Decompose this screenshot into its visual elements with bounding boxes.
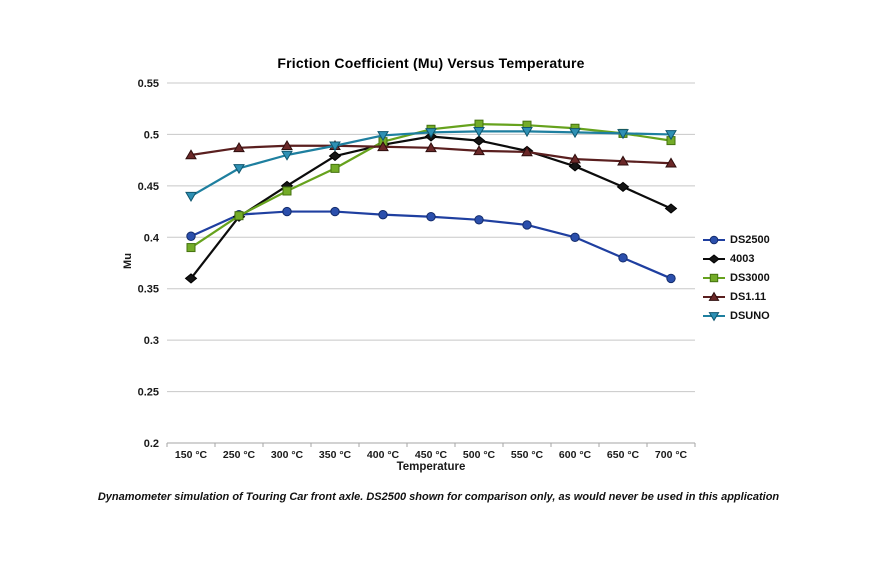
legend-label: DS3000 bbox=[730, 271, 770, 284]
series-DS3000-point bbox=[186, 243, 196, 253]
x-tick-label: 600 °C bbox=[559, 449, 592, 461]
series-DSUNO-point bbox=[569, 128, 581, 139]
x-tick-label: 250 °C bbox=[223, 449, 256, 461]
series-DS1.11-point bbox=[425, 142, 437, 153]
x-tick-label: 350 °C bbox=[319, 449, 352, 461]
x-tick-label: 450 °C bbox=[415, 449, 448, 461]
legend-label: DS2500 bbox=[730, 233, 770, 246]
series-DS3000-point bbox=[234, 211, 244, 221]
series-DSUNO-point bbox=[521, 127, 533, 138]
series-4003-point bbox=[472, 135, 486, 146]
x-tick-label: 400 °C bbox=[367, 449, 400, 461]
y-tick-label: 0.35 bbox=[138, 284, 159, 296]
legend-marker-DS1.11-icon bbox=[703, 291, 725, 301]
series-DS3000-point bbox=[282, 186, 292, 196]
series-DS3000-point bbox=[474, 119, 484, 129]
series-DSUNO-point bbox=[329, 141, 341, 152]
legend-marker-DS2500-icon bbox=[703, 235, 725, 244]
legend-item-DSUNO: DSUNO bbox=[703, 308, 770, 323]
series-DS2500-line bbox=[189, 210, 673, 280]
series-DS2500-point bbox=[618, 253, 628, 263]
series-DSUNO-point bbox=[617, 129, 629, 140]
series-DS2500-point bbox=[570, 232, 580, 242]
series-DS1.11-point bbox=[233, 142, 245, 153]
series-DS2500-point bbox=[186, 231, 196, 241]
series-DS1.11-point bbox=[665, 157, 677, 168]
legend-label: 4003 bbox=[730, 252, 755, 265]
series-DS3000-point bbox=[330, 163, 340, 173]
legend-marker-DSUNO-icon bbox=[703, 311, 725, 321]
series-4003-point bbox=[664, 203, 678, 214]
caption: Dynamometer simulation of Touring Car fr… bbox=[97, 491, 780, 503]
series-DS1.11-point bbox=[521, 146, 533, 157]
series-DSUNO-point bbox=[425, 128, 437, 139]
series-DS1.11-point bbox=[617, 155, 629, 166]
legend-item-4003: 4003 bbox=[703, 251, 770, 266]
series-DS2500-point bbox=[378, 209, 388, 220]
x-tick-label: 300 °C bbox=[271, 449, 304, 461]
y-tick-label: 0.3 bbox=[144, 335, 159, 347]
series-DSUNO-point bbox=[185, 191, 197, 202]
legend-item-DS1.11: DS1.11 bbox=[703, 289, 770, 304]
series-DS1.11-point bbox=[281, 139, 293, 151]
series-DSUNO-point bbox=[281, 150, 293, 161]
series-DSUNO-point bbox=[377, 131, 389, 142]
series-DS2500-point bbox=[522, 220, 532, 230]
x-tick-label: 550 °C bbox=[511, 449, 544, 461]
series-DSUNO-point bbox=[233, 164, 245, 175]
legend-label: DSUNO bbox=[730, 309, 770, 322]
y-tick-label: 0.2 bbox=[144, 438, 159, 450]
legend-marker-DS3000-icon bbox=[703, 273, 725, 282]
y-tick-label: 0.55 bbox=[138, 78, 159, 90]
series-DS2500-point bbox=[330, 206, 340, 217]
y-axis-title: Mu bbox=[122, 253, 134, 269]
y-tick-label: 0.25 bbox=[138, 387, 159, 399]
legend-item-DS3000: DS3000 bbox=[703, 270, 770, 285]
x-tick-label: 700 °C bbox=[655, 449, 688, 461]
legend-label: DS1.11 bbox=[730, 290, 767, 303]
series-DS1.11-point bbox=[569, 153, 581, 164]
x-tick-label: 150 °C bbox=[175, 449, 208, 461]
chart-title: Friction Coefficient (Mu) Versus Tempera… bbox=[277, 55, 585, 71]
x-tick-label: 650 °C bbox=[607, 449, 640, 461]
legend-item-DS2500: DS2500 bbox=[703, 232, 770, 247]
series-DS1.11-point bbox=[185, 149, 197, 160]
series-DS2500-point bbox=[474, 215, 484, 225]
x-tick-label: 500 °C bbox=[463, 449, 496, 461]
legend: DS2500 4003 DS3000 DS1.11 DSUNO bbox=[703, 232, 770, 323]
series-DS1.11-point bbox=[473, 145, 485, 156]
x-axis-title: Temperature bbox=[396, 461, 466, 473]
series-DSUNO-point bbox=[665, 130, 677, 141]
series-4003-point bbox=[328, 150, 342, 162]
series-4003-point bbox=[616, 181, 630, 193]
series-4003-line bbox=[189, 135, 673, 280]
series-DS2500-point bbox=[666, 273, 676, 284]
y-tick-label: 0.45 bbox=[138, 181, 159, 193]
series-DSUNO-point bbox=[473, 127, 485, 138]
y-tick-label: 0.5 bbox=[144, 129, 159, 141]
series-DS1.11-point bbox=[377, 140, 389, 152]
series-4003-point bbox=[184, 273, 198, 284]
legend-marker-4003-icon bbox=[703, 253, 725, 264]
series-DS2500-point bbox=[426, 212, 436, 222]
series-DS2500-point bbox=[282, 206, 292, 217]
y-tick-label: 0.4 bbox=[144, 232, 160, 244]
